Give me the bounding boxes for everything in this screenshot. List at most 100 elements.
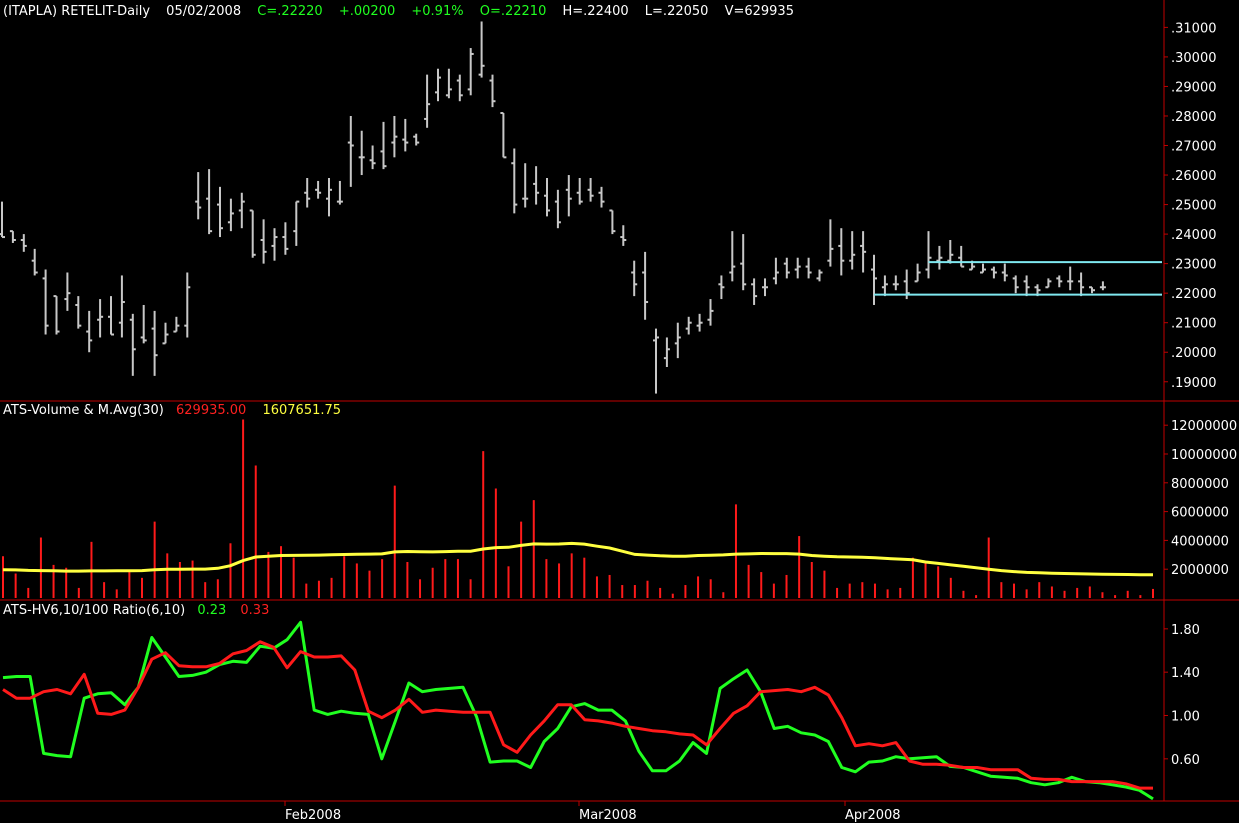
ohlc-bar — [980, 263, 986, 274]
ohlc-bar — [696, 313, 703, 332]
ohlc-bar — [282, 222, 289, 255]
ohlc-bar — [827, 219, 834, 267]
price-tick-label: .26000 — [1171, 169, 1217, 184]
ohlc-bar — [762, 278, 768, 297]
volume-value: 629935.00 — [176, 403, 246, 418]
open-label: O=.22210 — [480, 4, 547, 19]
price-tick-label: .28000 — [1171, 110, 1217, 125]
ohlc-bar — [108, 296, 114, 336]
ohlc-bar — [489, 74, 496, 108]
ohlc-bar — [336, 180, 343, 205]
ohlc-bar — [238, 192, 245, 229]
ohlc-bar — [849, 231, 856, 270]
ohlc-bar — [217, 186, 223, 238]
price-tick-label: .24000 — [1171, 228, 1217, 243]
ohlc-bar — [1078, 272, 1085, 297]
ohlc-bar — [195, 172, 202, 220]
ohlc-bar — [129, 313, 136, 376]
ohlc-bar — [565, 175, 572, 217]
ohlc-bar — [620, 225, 627, 246]
ohlc-bar — [707, 299, 714, 326]
date-axis: Feb2008 Mar2008 Apr2008 — [284, 801, 901, 823]
ohlc-bar — [249, 209, 256, 258]
panel-borders — [0, 0, 1239, 802]
hv-header: ATS-HV6,10/100 Ratio(6,10) 0.23 0.33 — [3, 603, 269, 618]
ohlc-bar — [97, 299, 104, 338]
ohlc-bar — [206, 169, 213, 235]
ohlc-bar — [914, 263, 921, 283]
ohlc-bar — [838, 228, 845, 276]
ohlc-bar — [1067, 266, 1074, 291]
hv-slow-line — [2, 640, 1153, 790]
ohlc-bar — [609, 209, 616, 235]
ohlc-bar — [456, 74, 463, 102]
price-tick-label: .29000 — [1171, 80, 1217, 95]
ohlc-bar — [162, 322, 169, 345]
price-tick-label: .20000 — [1171, 346, 1217, 361]
ohlc-bar — [260, 219, 267, 264]
ohlc-bar — [1099, 281, 1106, 291]
ohlc-bar — [20, 234, 27, 252]
price-tick-label: .19000 — [1171, 376, 1217, 391]
ohlc-bar — [500, 112, 507, 159]
price-tick-label: .22000 — [1171, 287, 1217, 302]
price-axis: .19000 .20000 .21000 .22000 .23000 .24000 .250… — [1164, 21, 1217, 391]
ohlc-bar — [271, 228, 278, 261]
ohlc-bar — [293, 200, 300, 246]
ohlc-bar — [576, 177, 583, 205]
ohlc-bar — [794, 257, 801, 279]
price-tick-label: .25000 — [1171, 199, 1217, 214]
close-label: C=.22220 — [257, 4, 322, 19]
ohlc-bar — [227, 198, 234, 232]
hv-tick-label: 1.40 — [1171, 666, 1200, 681]
hv-title: ATS-HV6,10/100 Ratio(6,10) — [3, 603, 185, 618]
price-tick-label: .21000 — [1171, 317, 1217, 332]
ohlc-bar — [881, 275, 888, 297]
ohlc-bar — [544, 177, 550, 217]
price-tick-label: .31000 — [1171, 21, 1217, 36]
volume-avg-value: 1607651.75 — [262, 403, 341, 418]
ohlc-bar — [42, 269, 49, 335]
hv-tick-label: 1.80 — [1171, 623, 1200, 638]
ohlc-bar — [936, 245, 943, 270]
ohlc-bar — [347, 115, 354, 187]
ohlc-bar — [64, 272, 71, 311]
ohlc-bar — [173, 316, 180, 333]
ohlc-bar — [816, 269, 823, 282]
volume-header: ATS-Volume & M.Avg(30) 629935.00 1607651… — [3, 403, 341, 418]
ohlc-bar — [740, 234, 747, 291]
price-tick-label: .27000 — [1171, 140, 1217, 155]
hv-value-fast: 0.23 — [197, 603, 226, 618]
ohlc-bar — [805, 257, 812, 279]
ohlc-bar — [554, 189, 561, 229]
ohlc-bar — [783, 257, 790, 279]
ohlc-bar — [631, 260, 638, 297]
ohlc-bar — [751, 278, 758, 305]
ohlc-bar — [424, 74, 431, 128]
ohlc-bar — [598, 186, 605, 208]
ohlc-bar — [315, 180, 322, 199]
ohlc-bar — [653, 328, 659, 394]
volume-average-line — [2, 541, 1154, 577]
ohlc-bar — [369, 145, 376, 170]
hv-value-slow: 0.33 — [240, 603, 269, 618]
change-pct-label: +0.91% — [411, 4, 463, 19]
ohlc-bar — [184, 272, 191, 338]
date-tick-label: Apr2008 — [845, 808, 901, 823]
ohlc-bar — [53, 295, 60, 335]
price-bars — [0, 21, 1106, 394]
ohlc-bar — [75, 296, 82, 329]
ohlc-bar — [358, 130, 365, 176]
volume-tick-label: 10000000 — [1171, 448, 1237, 463]
volume-title: ATS-Volume & M.Avg(30) — [3, 403, 164, 418]
volume-tick-label: 8000000 — [1171, 477, 1229, 492]
volume-tick-label: 4000000 — [1171, 534, 1229, 549]
ohlc-bar — [772, 257, 779, 285]
low-label: L=.22050 — [645, 4, 709, 19]
volume-label: V=629935 — [725, 4, 794, 19]
ohlc-bar — [1056, 275, 1063, 288]
ohlc-bar — [413, 133, 420, 146]
ohlc-bar — [86, 310, 93, 353]
